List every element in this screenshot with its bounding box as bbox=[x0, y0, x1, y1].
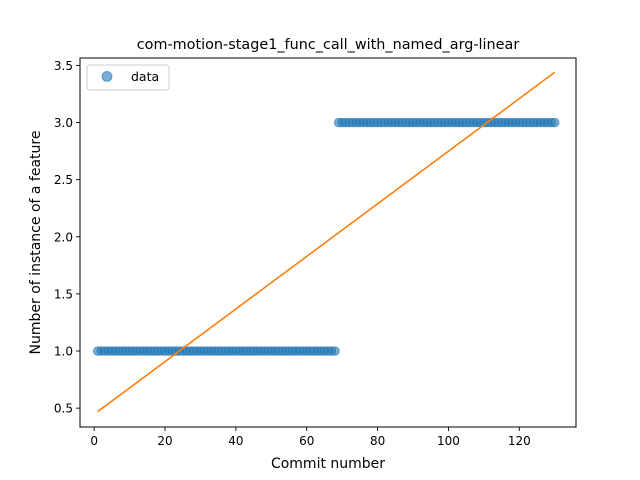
chart-title: com-motion-stage1_func_call_with_named_a… bbox=[137, 37, 520, 53]
x-axis: 0 20 40 60 80 100 120 bbox=[90, 427, 530, 448]
y-tick-label: 3.5 bbox=[54, 59, 73, 73]
y-axis-label: Number of instance of a feature bbox=[28, 131, 44, 355]
x-tick-label: 60 bbox=[299, 434, 314, 448]
y-tick-label: 1.0 bbox=[54, 345, 73, 359]
y-tick-label: 3.0 bbox=[54, 116, 73, 130]
y-tick-label: 1.5 bbox=[54, 287, 73, 301]
x-tick-label: 80 bbox=[370, 434, 385, 448]
x-tick-label: 40 bbox=[228, 434, 243, 448]
legend-label-data: data bbox=[131, 69, 159, 84]
x-tick-label: 0 bbox=[90, 434, 98, 448]
x-tick-label: 20 bbox=[157, 434, 172, 448]
y-tick-label: 0.5 bbox=[54, 402, 73, 416]
x-axis-label: Commit number bbox=[271, 456, 385, 472]
y-tick-label: 2.0 bbox=[54, 230, 73, 244]
data-point bbox=[550, 118, 559, 127]
y-tick-label: 2.5 bbox=[54, 173, 73, 187]
x-tick-label: 100 bbox=[437, 434, 460, 448]
y-axis: 0.5 1.0 1.5 2.0 2.5 3.0 3.5 bbox=[54, 59, 80, 416]
legend-marker-data bbox=[102, 72, 112, 82]
legend: data bbox=[87, 65, 169, 90]
data-point bbox=[331, 347, 340, 356]
plot-frame bbox=[80, 58, 576, 427]
x-tick-label: 120 bbox=[508, 434, 531, 448]
fit-line bbox=[98, 72, 555, 411]
